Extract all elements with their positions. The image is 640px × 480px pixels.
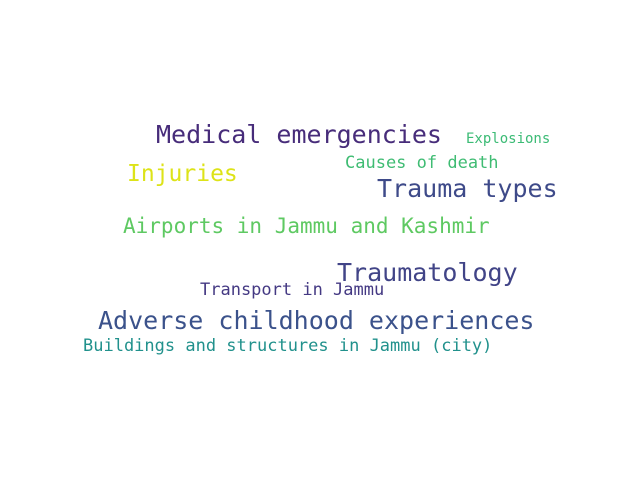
word-airports-in-jammu-and-kashmir: Airports in Jammu and Kashmir bbox=[123, 214, 490, 238]
word-transport-in-jammu: Transport in Jammu bbox=[200, 280, 385, 300]
word-adverse-childhood-experiences: Adverse childhood experiences bbox=[98, 306, 535, 335]
word-traumatology: Traumatology bbox=[337, 258, 518, 287]
word-medical-emergencies: Medical emergencies bbox=[156, 120, 442, 149]
word-injuries: Injuries bbox=[127, 161, 238, 187]
word-buildings-and-structures-in-jammu-city: Buildings and structures in Jammu (city) bbox=[83, 336, 493, 356]
word-explosions: Explosions bbox=[466, 131, 551, 147]
word-causes-of-death: Causes of death bbox=[345, 153, 499, 173]
word-trauma-types: Trauma types bbox=[377, 174, 558, 203]
